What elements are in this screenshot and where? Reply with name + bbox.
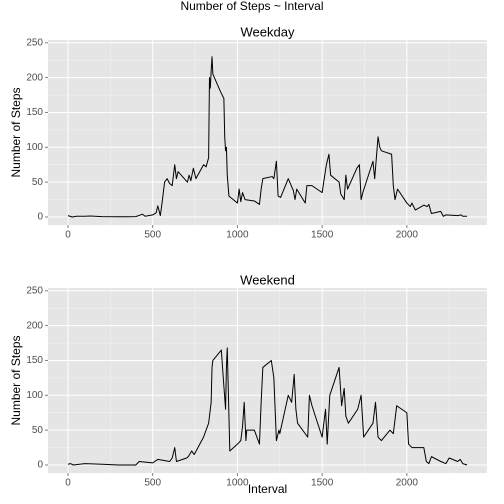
x-tick-label: 1000 [226, 478, 249, 489]
y-tick-label: 50 [32, 177, 44, 188]
y-tick-label: 0 [37, 212, 43, 223]
y-tick-label: 150 [26, 107, 43, 118]
y-tick-label: 0 [37, 460, 43, 471]
x-tick-label: 1000 [226, 230, 249, 241]
y-tick-label: 50 [32, 425, 44, 436]
panel-title: Weekend [240, 272, 295, 287]
line [67, 347, 468, 466]
x-tick-label: 2000 [396, 478, 419, 489]
y-tick-label: 250 [26, 37, 43, 48]
x-tick-label: 500 [144, 478, 161, 489]
y-axis-label: Number of Steps [9, 87, 23, 177]
panel-background [48, 40, 487, 225]
y-tick-label: 200 [26, 72, 43, 83]
x-tick-label: 500 [144, 230, 161, 241]
x-tick-label: 0 [65, 230, 71, 241]
y-tick-label: 250 [26, 285, 43, 296]
x-tick-label: 0 [65, 478, 71, 489]
y-tick-label: 200 [26, 320, 43, 331]
panel-background [48, 288, 487, 473]
chart-title: Number of Steps ~ Interval [180, 0, 323, 13]
x-tick-label: 1500 [311, 230, 334, 241]
y-tick-label: 100 [26, 142, 43, 153]
x-tick-label: 1500 [311, 478, 334, 489]
x-tick-label: 2000 [396, 230, 419, 241]
y-tick-label: 150 [26, 355, 43, 366]
y-axis-label: Number of Steps [9, 335, 23, 425]
x-axis-label: Interval [248, 482, 287, 496]
y-tick-label: 100 [26, 390, 43, 401]
panel-title: Weekday [241, 24, 295, 39]
line [67, 56, 468, 218]
